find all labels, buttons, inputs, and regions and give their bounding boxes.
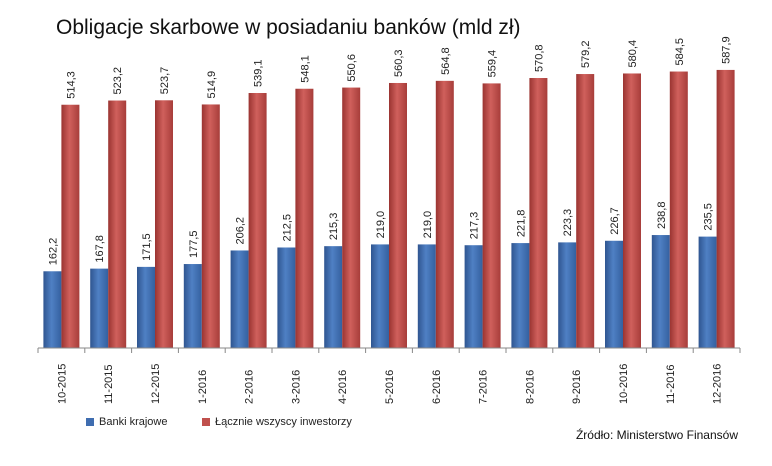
bar-lacznie-11-2015	[108, 100, 127, 348]
data-label-lacznie-5-2016: 560,3	[393, 49, 405, 77]
bar-banki-krajowe-2-2016	[230, 250, 249, 348]
bar-banki-krajowe-4-2016	[324, 246, 343, 348]
bar-lacznie-4-2016	[342, 87, 361, 349]
bar-banki-krajowe-8-2016	[511, 243, 530, 348]
data-label-banki-krajowe-1-2016: 177,5	[188, 231, 200, 259]
x-tick-label-8-2016: 8-2016	[524, 370, 536, 404]
data-label-banki-krajowe-3-2016: 212,5	[281, 214, 293, 242]
bar-lacznie-7-2016	[482, 83, 501, 348]
bar-banki-krajowe-12-2015	[137, 266, 155, 348]
x-tick-label-10-2015: 10-2015	[56, 364, 68, 404]
data-label-lacznie-2-2016: 539,1	[253, 59, 265, 87]
bar-lacznie-11-2016	[669, 71, 688, 349]
legend-item-banki-krajowe: Banki krajowe	[86, 416, 167, 428]
x-tick-label-7-2016: 7-2016	[478, 370, 490, 404]
x-tick-label-11-2016: 11-2016	[665, 364, 677, 404]
data-label-lacznie-12-2015: 523,7	[159, 67, 171, 95]
bar-lacznie-9-2016	[576, 74, 595, 349]
x-tick-label-11-2015: 11-2015	[103, 364, 115, 404]
data-label-banki-krajowe-12-2016: 235,5	[703, 203, 715, 231]
bar-lacznie-6-2016	[435, 80, 454, 348]
data-label-banki-krajowe-11-2016: 238,8	[656, 202, 668, 230]
bar-banki-krajowe-10-2016	[605, 240, 623, 348]
bar-banki-krajowe-12-2016	[698, 236, 717, 348]
legend-label-banki-krajowe: Banki krajowe	[99, 416, 168, 428]
data-label-banki-krajowe-4-2016: 215,3	[328, 213, 340, 241]
x-tick-label-5-2016: 5-2016	[384, 370, 396, 404]
bar-lacznie-2-2016	[248, 93, 267, 348]
bar-banki-krajowe-7-2016	[464, 245, 483, 348]
legend-swatch-red	[202, 418, 210, 426]
legend-swatch-blue	[86, 418, 94, 426]
data-label-banki-krajowe-5-2016: 219,0	[375, 211, 387, 239]
data-label-banki-krajowe-7-2016: 217,3	[469, 212, 481, 240]
x-tick-label-2-2016: 2-2016	[244, 370, 256, 404]
x-tick-label-10-2016: 10-2016	[618, 364, 630, 404]
x-tick-label-4-2016: 4-2016	[337, 370, 349, 404]
data-label-lacznie-8-2016: 570,8	[533, 44, 545, 72]
bar-banki-krajowe-10-2015	[43, 271, 62, 348]
data-label-lacznie-1-2016: 514,9	[206, 71, 218, 99]
data-label-lacznie-4-2016: 550,6	[346, 54, 358, 82]
bar-lacznie-5-2016	[389, 82, 407, 349]
x-tick-label-1-2016: 1-2016	[197, 370, 209, 404]
data-label-banki-krajowe-6-2016: 219,0	[422, 211, 434, 239]
bar-banki-krajowe-6-2016	[417, 244, 436, 348]
bar-banki-krajowe-11-2016	[651, 235, 670, 348]
data-label-lacznie-9-2016: 579,2	[580, 41, 592, 69]
data-label-lacznie-12-2016: 587,9	[721, 36, 733, 64]
data-label-banki-krajowe-12-2015: 171,5	[141, 233, 153, 261]
bar-lacznie-10-2016	[623, 73, 641, 349]
data-label-lacznie-11-2016: 584,5	[674, 38, 686, 66]
bar-lacznie-10-2015	[61, 104, 80, 348]
data-label-banki-krajowe-10-2015: 162,2	[47, 238, 59, 266]
data-label-banki-krajowe-10-2016: 226,7	[609, 207, 621, 235]
x-tick-label-12-2016: 12-2016	[712, 364, 724, 404]
data-label-lacznie-10-2015: 514,3	[65, 71, 77, 99]
data-label-lacznie-3-2016: 548,1	[299, 55, 311, 83]
bar-banki-krajowe-11-2015	[90, 268, 109, 348]
bar-lacznie-3-2016	[295, 88, 314, 348]
bar-lacznie-12-2015	[155, 100, 173, 348]
bar-banki-krajowe-5-2016	[371, 244, 389, 348]
data-label-lacznie-7-2016: 559,4	[487, 50, 499, 78]
data-label-lacznie-11-2015: 523,2	[112, 67, 124, 95]
data-label-banki-krajowe-2-2016: 206,2	[235, 217, 247, 245]
bar-banki-krajowe-9-2016	[558, 242, 577, 348]
bar-banki-krajowe-3-2016	[277, 247, 296, 348]
source-note: Źródło: Ministerstwo Finansów	[575, 428, 738, 442]
x-tick-label-12-2015: 12-2015	[150, 364, 162, 404]
data-label-banki-krajowe-9-2016: 223,3	[562, 209, 574, 237]
chart-title: Obligacje skarbowe w posiadaniu banków (…	[56, 16, 521, 39]
x-tick-label-6-2016: 6-2016	[431, 370, 443, 404]
data-label-lacznie-6-2016: 564,8	[440, 47, 452, 75]
x-tick-label-9-2016: 9-2016	[571, 370, 583, 404]
x-tick-label-3-2016: 3-2016	[290, 370, 302, 404]
legend-label-lacznie: Łącznie wszyscy inwestorzy	[215, 416, 352, 428]
legend-item-lacznie: Łącznie wszyscy inwestorzy	[202, 416, 352, 428]
bar-lacznie-1-2016	[201, 104, 220, 348]
bar-lacznie-8-2016	[529, 78, 548, 348]
bar-lacznie-12-2016	[716, 69, 735, 348]
bar-banki-krajowe-1-2016	[183, 264, 202, 348]
data-label-lacznie-10-2016: 580,4	[627, 40, 639, 68]
data-label-banki-krajowe-11-2015: 167,8	[94, 235, 106, 263]
data-label-banki-krajowe-8-2016: 221,8	[515, 210, 527, 238]
